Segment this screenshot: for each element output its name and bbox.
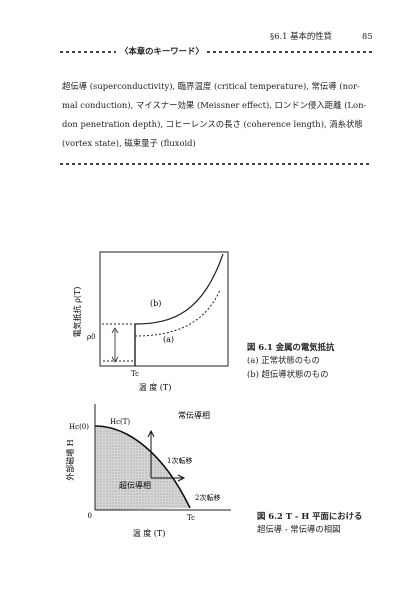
- normal-state-lowT: [102, 323, 136, 362]
- figure1-ylabel: 電気抵抗 ρ(T): [72, 287, 82, 338]
- second-order-label: 2次転移: [195, 493, 220, 502]
- super-region-label: 超伝導相: [119, 480, 151, 490]
- figure2-caption-line2: 超伝導 - 常伝導の相図: [257, 524, 341, 534]
- figure1-caption-title: 図 6.1 金属の電気抵抗: [247, 342, 335, 352]
- figure2-ylabel: 外部磁場 H: [65, 439, 75, 481]
- keyword-line-4: (vortex state), 磁束量子 (fluxoid): [62, 138, 196, 148]
- figure1-x-tick: Tc: [131, 370, 139, 378]
- rho0-arrowheads: [111, 327, 119, 363]
- figure1-caption-a: (a) 正常状態のもの: [247, 355, 320, 365]
- keyword-line-1: 超伝導 (superconductivity), 臨界温度 (critical …: [62, 81, 360, 91]
- figure1-caption-b: (b) 超伝導状態のもの: [247, 369, 329, 379]
- figure1-y-tick: ρ0: [87, 333, 96, 341]
- superconducting-region: [95, 426, 190, 510]
- figure1-xlabel: 温 度 (T): [139, 382, 172, 392]
- decorative-rule-left: [60, 51, 116, 53]
- resistance-curve-normal: [134, 289, 221, 337]
- resistance-figure: (b) (a) Tc ρ0 温 度 (T) 電気抵抗 ρ(T): [72, 251, 229, 392]
- page-number: 85: [362, 31, 373, 41]
- keyword-line-3: don penetration depth), コヒーレンスの長さ (coher…: [62, 119, 363, 129]
- curve-label-a: (a): [163, 335, 174, 344]
- figure1-frame: [99, 251, 229, 367]
- first-order-label: 1次転移: [167, 456, 192, 465]
- phase-diagram-figure: 常伝導相 超伝導相 Hc(T) 1次転移 2次転移 Hc(0) 0 Tc 温 度…: [65, 404, 231, 538]
- figure2-xlabel: 温 度 (T): [133, 528, 166, 538]
- curve-label-b: (b): [150, 299, 161, 308]
- second-order-arrowhead: [177, 474, 186, 482]
- first-order-arrowhead: [147, 429, 155, 438]
- curve-label-hc: Hc(T): [110, 418, 130, 426]
- section-header: §6.1 基本的性質: [270, 31, 333, 41]
- keywords-heading: 〈本章のキーワード〉: [120, 46, 204, 56]
- figure2-x-tick: Tc: [187, 514, 195, 522]
- critical-field-curve: [94, 425, 191, 509]
- decorative-rule-bottom: [60, 163, 372, 165]
- decorative-rule-right: [207, 51, 372, 53]
- figure2-origin: 0: [88, 512, 92, 520]
- figure2-y-tick: Hc(0): [69, 423, 89, 431]
- resistance-curve-superconducting: [134, 253, 224, 325]
- keyword-line-2: mal conduction), マイスナー効果 (Meissner effec…: [62, 100, 367, 110]
- normal-region-label: 常伝導相: [178, 410, 210, 420]
- figure2-caption-line1: 図 6.2 T - H 平面における: [257, 511, 363, 521]
